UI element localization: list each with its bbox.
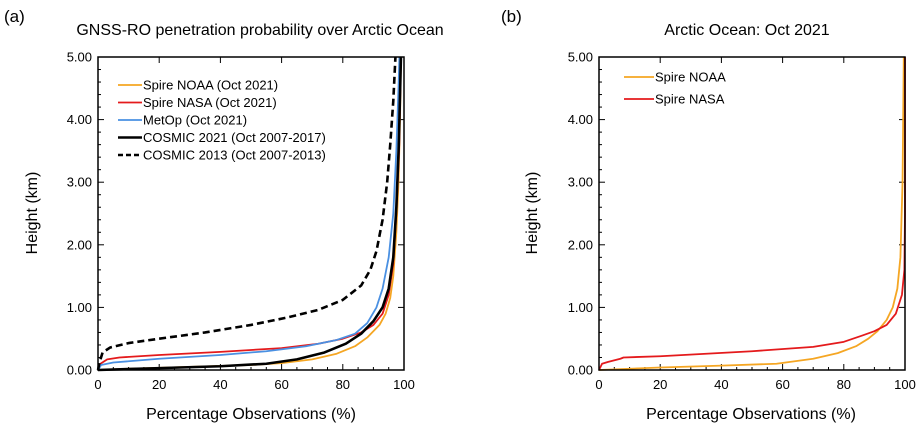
legend-label: COSMIC 2021 (Oct 2007-2017) bbox=[143, 130, 326, 145]
panel-a-label: (a) bbox=[4, 7, 25, 26]
series-line-1 bbox=[598, 56, 905, 371]
series-line-5 bbox=[96, 56, 397, 371]
x-tick-label: 20 bbox=[152, 377, 166, 392]
y-tick-label: 5.00 bbox=[67, 50, 92, 65]
x-tick-label: 80 bbox=[336, 377, 350, 392]
x-tick-label: 0 bbox=[595, 377, 602, 392]
y-tick-label: 2.00 bbox=[568, 237, 593, 252]
x-tick-label: 80 bbox=[837, 377, 851, 392]
panel-b: (b) Arctic Ocean: Oct 2021 Height (km) P… bbox=[501, 7, 916, 423]
series-line-4 bbox=[97, 56, 403, 372]
legend-label: MetOp (Oct 2021) bbox=[143, 113, 247, 128]
x-tick-label: 60 bbox=[775, 377, 789, 392]
x-tick-label: 20 bbox=[653, 377, 667, 392]
series-line-3 bbox=[97, 56, 401, 371]
y-tick-label: 4.00 bbox=[568, 112, 593, 127]
legend-label: Spire NOAA bbox=[655, 70, 726, 85]
panel-a-ylabel: Height (km) bbox=[24, 172, 41, 255]
y-tick-label: 1.00 bbox=[67, 300, 92, 315]
panel-b-plot-frame bbox=[598, 56, 906, 371]
panel-a: (a) GNSS-RO penetration probability over… bbox=[4, 7, 444, 423]
panel-b-title: Arctic Ocean: Oct 2021 bbox=[664, 22, 830, 39]
panel-a-plot-frame bbox=[97, 56, 405, 371]
y-tick-label: 0.00 bbox=[67, 363, 92, 378]
panel-b-legend: Spire NOAA Spire NASA bbox=[624, 70, 726, 107]
y-tick-label: 2.00 bbox=[67, 237, 92, 252]
y-tick-label: 3.00 bbox=[67, 175, 92, 190]
y-tick-label: 0.00 bbox=[568, 363, 593, 378]
panel-b-xlabel: Percentage Observations (%) bbox=[646, 406, 856, 423]
panel-a-title: GNSS-RO penetration probability over Arc… bbox=[76, 22, 443, 39]
legend-label: Spire NASA bbox=[655, 92, 725, 107]
y-tick-label: 1.00 bbox=[568, 300, 593, 315]
x-tick-label: 60 bbox=[274, 377, 288, 392]
x-tick-label: 40 bbox=[213, 377, 227, 392]
panel-a-xlabel: Percentage Observations (%) bbox=[146, 406, 356, 423]
x-tick-label: 100 bbox=[894, 377, 916, 392]
panel-b-ylabel: Height (km) bbox=[524, 172, 541, 255]
x-tick-label: 0 bbox=[94, 377, 101, 392]
x-tick-label: 100 bbox=[393, 377, 415, 392]
y-tick-label: 5.00 bbox=[568, 50, 593, 65]
legend-label: COSMIC 2013 (Oct 2007-2013) bbox=[143, 148, 326, 163]
panel-a-legend: Spire NOAA (Oct 2021) Spire NASA (Oct 202… bbox=[118, 78, 326, 163]
y-tick-label: 3.00 bbox=[568, 175, 593, 190]
panel-b-label: (b) bbox=[501, 7, 522, 26]
legend-label: Spire NASA (Oct 2021) bbox=[143, 95, 277, 110]
y-tick-label: 4.00 bbox=[67, 112, 92, 127]
series-line-2 bbox=[598, 57, 906, 371]
x-tick-label: 40 bbox=[714, 377, 728, 392]
legend-label: Spire NOAA (Oct 2021) bbox=[143, 78, 278, 93]
